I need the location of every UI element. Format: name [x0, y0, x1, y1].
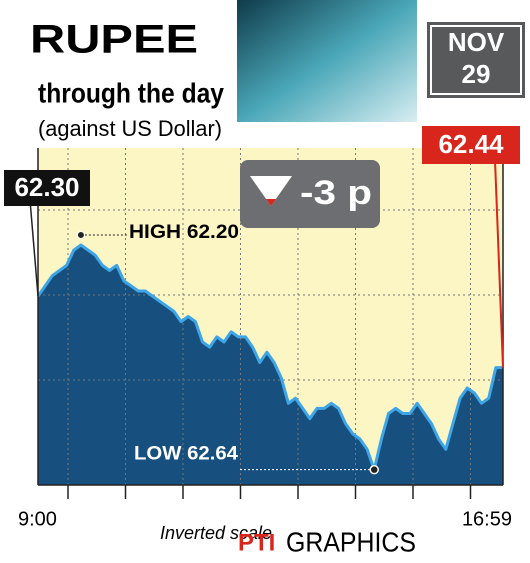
end-box — [422, 126, 520, 164]
change-label: -3 p — [300, 174, 372, 212]
end-label: 62.44 — [438, 129, 504, 159]
date-box — [427, 22, 525, 98]
chart-title: RUPEE — [30, 18, 198, 62]
x-tick-label: 16:59 — [462, 508, 512, 530]
change-icon-red — [266, 199, 276, 206]
end-leader — [494, 159, 504, 368]
scale-note: Inverted scale — [160, 523, 272, 543]
plot: 9:00 16:59 HIGH 62.20 LOW 62.64 62.30 62.44 -3… — [4, 126, 520, 530]
source-brand: PTI — [238, 529, 275, 556]
start-leader — [29, 199, 39, 297]
high-label: HIGH 62.20 — [129, 222, 239, 243]
chart-note: (against US Dollar) — [38, 116, 222, 141]
line — [36, 243, 503, 472]
date-month: NOV — [448, 27, 505, 57]
chart-subtitle: through the day — [38, 77, 224, 108]
start-box — [4, 170, 90, 206]
change-icon — [250, 176, 292, 206]
high-dot — [76, 231, 85, 240]
source-text: GRAPHICS — [286, 526, 416, 557]
date-box-border — [430, 25, 522, 95]
low-dot — [369, 464, 379, 475]
header-image — [237, 0, 417, 122]
x-tick-label: 9:00 — [18, 508, 57, 530]
low-label: LOW 62.64 — [134, 444, 238, 465]
start-label: 62.30 — [14, 172, 79, 202]
date-day: 29 — [462, 59, 491, 89]
